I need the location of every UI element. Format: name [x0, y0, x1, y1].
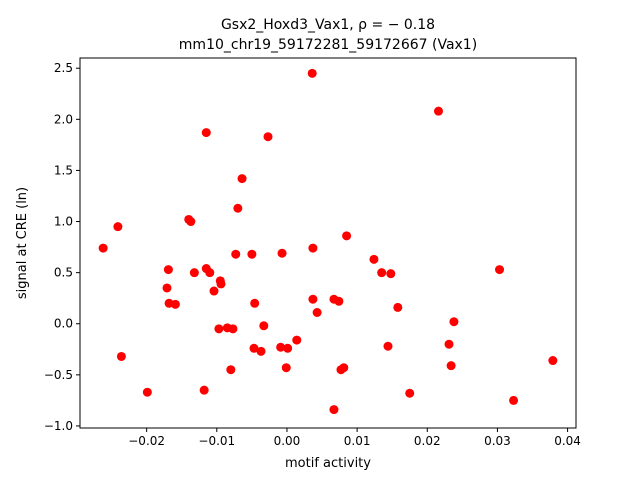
- plot-frame: [79, 57, 577, 429]
- data-point: [209, 286, 219, 296]
- data-point: [256, 346, 266, 356]
- data-point: [199, 385, 209, 395]
- y-tick-label: −1.0: [44, 419, 73, 433]
- data-point: [308, 243, 318, 253]
- x-tick-label: 0.02: [414, 434, 441, 448]
- data-point: [162, 283, 172, 293]
- x-tick-label: 0.01: [344, 434, 371, 448]
- y-tick-label: 1.5: [54, 163, 73, 177]
- data-point: [205, 268, 215, 278]
- data-point: [259, 321, 269, 331]
- data-point: [548, 356, 558, 366]
- y-tick-label: 2.0: [54, 112, 73, 126]
- data-point: [98, 243, 108, 253]
- data-point: [312, 308, 322, 318]
- data-point: [383, 341, 393, 351]
- data-point: [308, 294, 318, 304]
- data-point: [292, 335, 302, 345]
- data-point: [226, 365, 236, 375]
- x-tick-label: −0.02: [128, 434, 165, 448]
- data-point: [405, 388, 415, 398]
- data-point: [277, 248, 287, 258]
- data-point: [186, 217, 196, 227]
- data-point: [189, 268, 199, 278]
- x-axis-label: motif activity: [285, 456, 371, 471]
- data-point: [116, 351, 126, 361]
- data-point: [276, 342, 286, 352]
- data-point: [446, 361, 456, 371]
- x-tick-label: −0.01: [198, 434, 235, 448]
- data-point: [170, 299, 180, 309]
- data-point: [281, 363, 291, 373]
- data-point: [369, 254, 379, 264]
- data-point: [393, 302, 403, 312]
- data-point: [329, 405, 339, 415]
- y-axis-label: signal at CRE (ln): [15, 187, 30, 299]
- data-point: [214, 324, 224, 334]
- y-tick-label: 2.5: [54, 61, 73, 75]
- y-tick-label: −0.5: [44, 368, 73, 382]
- data-point: [250, 298, 260, 308]
- data-point: [142, 387, 152, 397]
- chart-title-line1: Gsx2_Hoxd3_Vax1, ρ = − 0.18: [221, 17, 435, 33]
- data-point: [342, 231, 352, 241]
- data-point: [201, 128, 211, 138]
- y-tick-label: 0.0: [54, 317, 73, 331]
- data-point: [216, 279, 226, 289]
- data-point: [509, 395, 519, 405]
- data-point: [444, 339, 454, 349]
- data-point: [283, 343, 293, 353]
- data-point: [249, 343, 259, 353]
- data-point: [377, 268, 387, 278]
- data-point: [336, 365, 346, 375]
- x-tick-label: 0.00: [274, 434, 301, 448]
- data-point: [263, 132, 273, 142]
- data-point: [433, 106, 443, 116]
- data-point: [233, 203, 243, 213]
- data-point: [113, 222, 123, 232]
- y-tick-label: 1.0: [54, 215, 73, 229]
- x-tick-label: 0.03: [484, 434, 511, 448]
- data-point: [237, 174, 247, 184]
- data-point: [247, 249, 257, 259]
- data-point: [231, 249, 241, 259]
- data-point: [228, 324, 238, 334]
- data-point: [449, 317, 459, 327]
- data-point: [163, 265, 173, 275]
- data-point: [307, 68, 317, 78]
- data-point: [334, 296, 344, 306]
- y-tick-label: 0.5: [54, 266, 73, 280]
- chart-title-line2: mm10_chr19_59172281_59172667 (Vax1): [179, 37, 477, 53]
- data-point: [495, 265, 505, 275]
- x-tick-label: 0.04: [554, 434, 581, 448]
- data-point: [386, 269, 396, 279]
